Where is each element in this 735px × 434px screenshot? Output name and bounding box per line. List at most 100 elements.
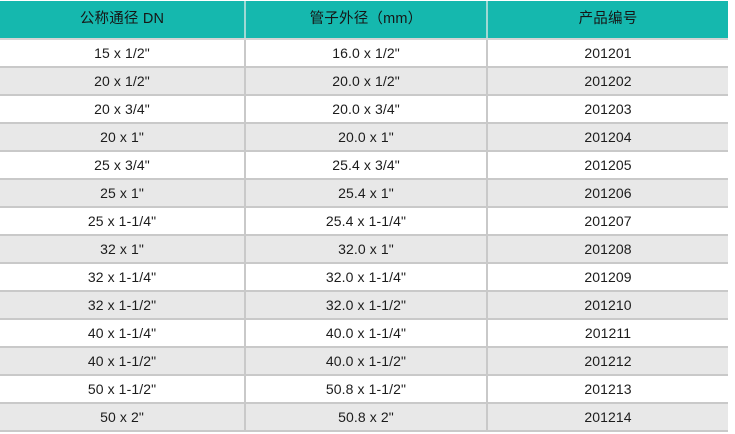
cell-od: 40.0 x 1-1/2" [245,347,488,376]
cell-code: 201204 [487,123,728,152]
cell-text: 32 x 1" [100,241,144,257]
cell-code: 201208 [487,235,728,264]
table-row: 32 x 1" 32.0 x 1" 201208 [0,235,728,264]
cell-od: 25.4 x 3/4" [245,151,488,180]
cell-code: 201202 [487,67,728,96]
cell-text: 201211 [584,325,632,341]
cell-text: 25.4 x 1" [338,185,394,201]
cell-od: 50.8 x 2" [245,403,488,432]
cell-text: 16.0 x 1/2" [332,45,400,61]
cell-dn: 20 x 3/4" [0,95,246,124]
cell-text: 20.0 x 1" [338,129,394,145]
cell-text: 25 x 1" [100,185,144,201]
cell-text: 201201 [584,45,632,61]
column-header-label: 公称通径 DN [79,11,165,27]
table-row: 40 x 1-1/4" 40.0 x 1-1/4" 201211 [0,319,728,348]
cell-dn: 20 x 1/2" [0,67,246,96]
cell-code: 201201 [487,39,728,68]
cell-od: 40.0 x 1-1/4" [245,319,488,348]
cell-dn: 40 x 1-1/2" [0,347,246,376]
column-header-code: 产品编号 [487,1,728,40]
cell-text: 201208 [584,241,632,257]
cell-text: 40 x 1-1/2" [87,353,157,369]
cell-code: 201206 [487,179,728,208]
cell-dn: 32 x 1-1/2" [0,291,246,320]
cell-dn: 50 x 1-1/2" [0,375,246,404]
cell-dn: 25 x 1-1/4" [0,207,246,236]
cell-od: 20.0 x 1/2" [245,67,488,96]
table-row: 25 x 1" 25.4 x 1" 201206 [0,179,728,208]
cell-text: 25.4 x 1-1/4" [325,213,407,229]
cell-code: 201207 [487,207,728,236]
cell-text: 32 x 1-1/4" [87,269,157,285]
table-row: 32 x 1-1/4" 32.0 x 1-1/4" 201209 [0,263,728,292]
cell-dn: 40 x 1-1/4" [0,319,246,348]
cell-text: 25 x 3/4" [94,157,150,173]
cell-text: 20 x 3/4" [94,101,150,117]
table-body: 15 x 1/2" 16.0 x 1/2" 201201 20 x 1/2" 20.0 … [0,39,728,432]
cell-text: 40.0 x 1-1/4" [325,325,407,341]
cell-od: 16.0 x 1/2" [245,39,488,68]
cell-text: 201214 [584,409,632,425]
cell-od: 20.0 x 1" [245,123,488,152]
table-row: 50 x 2" 50.8 x 2" 201214 [0,403,728,432]
cell-code: 201211 [487,319,728,348]
cell-dn: 20 x 1" [0,123,246,152]
cell-text: 201205 [584,157,632,173]
cell-text: 201213 [584,381,632,397]
table-row: 32 x 1-1/2" 32.0 x 1-1/2" 201210 [0,291,728,320]
cell-text: 32.0 x 1-1/4" [325,269,407,285]
cell-code: 201214 [487,403,728,432]
cell-text: 50.8 x 2" [338,409,394,425]
cell-text: 20 x 1" [100,129,144,145]
cell-od: 32.0 x 1-1/4" [245,263,488,292]
cell-dn: 32 x 1-1/4" [0,263,246,292]
cell-text: 201204 [584,129,632,145]
table-row: 40 x 1-1/2" 40.0 x 1-1/2" 201212 [0,347,728,376]
cell-text: 50.8 x 1-1/2" [325,381,407,397]
cell-text: 32.0 x 1-1/2" [325,297,407,313]
cell-text: 201207 [584,213,632,229]
cell-code: 201205 [487,151,728,180]
cell-dn: 25 x 1" [0,179,246,208]
cell-code: 201210 [487,291,728,320]
cell-od: 32.0 x 1" [245,235,488,264]
cell-od: 32.0 x 1-1/2" [245,291,488,320]
cell-text: 201203 [584,101,632,117]
cell-text: 50 x 1-1/2" [87,381,157,397]
cell-code: 201212 [487,347,728,376]
cell-text: 15 x 1/2" [94,45,150,61]
table-row: 25 x 3/4" 25.4 x 3/4" 201205 [0,151,728,180]
cell-od: 20.0 x 3/4" [245,95,488,124]
table-row: 25 x 1-1/4" 25.4 x 1-1/4" 201207 [0,207,728,236]
cell-text: 201209 [584,269,632,285]
cell-od: 25.4 x 1-1/4" [245,207,488,236]
table-row: 15 x 1/2" 16.0 x 1/2" 201201 [0,39,728,68]
cell-text: 201202 [584,73,632,89]
cell-text: 32.0 x 1" [338,241,394,257]
cell-text: 50 x 2" [100,409,144,425]
cell-text: 25 x 1-1/4" [87,213,157,229]
cell-text: 32 x 1-1/2" [87,297,157,313]
cell-dn: 15 x 1/2" [0,39,246,68]
column-header-od: 管子外径（mm） [245,1,488,40]
cell-dn: 25 x 3/4" [0,151,246,180]
cell-code: 201213 [487,375,728,404]
column-header-label: 产品编号 [578,11,638,27]
table-row: 20 x 1" 20.0 x 1" 201204 [0,123,728,152]
cell-code: 201209 [487,263,728,292]
cell-dn: 50 x 2" [0,403,246,432]
cell-text: 201210 [584,297,632,313]
cell-text: 20.0 x 3/4" [332,101,400,117]
cell-od: 25.4 x 1" [245,179,488,208]
cell-text: 40.0 x 1-1/2" [325,353,407,369]
table-row: 20 x 3/4" 20.0 x 3/4" 201203 [0,95,728,124]
cell-text: 201212 [584,353,632,369]
table-row: 50 x 1-1/2" 50.8 x 1-1/2" 201213 [0,375,728,404]
column-header-dn: 公称通径 DN [0,1,246,40]
cell-text: 25.4 x 3/4" [332,157,400,173]
cell-text: 40 x 1-1/4" [87,325,157,341]
cell-text: 20.0 x 1/2" [332,73,400,89]
